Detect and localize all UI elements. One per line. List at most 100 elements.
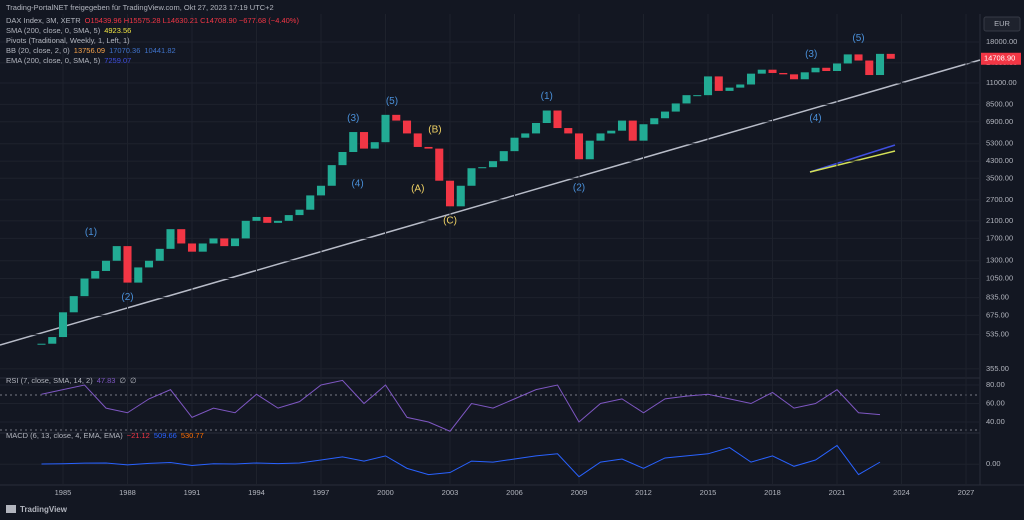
wave-label: (2)	[573, 183, 585, 194]
candle	[123, 246, 132, 283]
candle	[564, 128, 573, 134]
candle	[617, 120, 627, 131]
legend-entry: MACD (6, 13, close, 4, EMA, EMA) −21.12 50…	[6, 431, 204, 440]
candle	[445, 180, 455, 207]
y-tick-label: 835.00	[986, 293, 1009, 302]
x-tick-label: 1988	[119, 488, 136, 497]
y-tick-label: 3500.00	[986, 173, 1013, 182]
candle	[671, 103, 680, 112]
x-tick-label: 1985	[55, 488, 72, 497]
candle	[693, 95, 702, 97]
candle	[91, 270, 100, 279]
wave-label: (3)	[347, 113, 359, 124]
legend-label: RSI (7, close, SMA, 14, 2)	[6, 376, 93, 385]
y-tick-label: 8500.00	[986, 99, 1013, 108]
candle	[822, 67, 831, 71]
candle	[316, 185, 326, 196]
candle	[703, 76, 713, 96]
last-price-label: 14708.90	[984, 54, 1015, 63]
y-tick-label: 4300.00	[986, 156, 1013, 165]
candle	[349, 132, 358, 153]
y-tick-label: 5300.00	[986, 139, 1013, 148]
candle	[58, 312, 68, 338]
candle	[273, 220, 283, 223]
candle	[478, 167, 487, 169]
candle	[682, 95, 691, 104]
wave-label: (1)	[541, 91, 553, 102]
y-tick-label: 2100.00	[986, 216, 1013, 225]
candle	[134, 267, 143, 283]
candle	[370, 142, 379, 149]
candle	[413, 133, 422, 147]
candle	[306, 195, 315, 210]
line	[41, 444, 881, 478]
logo-icon	[6, 505, 16, 513]
candle	[177, 229, 186, 244]
legend-entry: DAX Index, 3M, XETR O15439.96 H15575.28 L…	[6, 16, 299, 25]
candle	[327, 165, 336, 186]
wave-label: (5)	[852, 33, 864, 44]
candle	[854, 54, 863, 61]
wave-label: (C)	[443, 216, 457, 227]
candle	[48, 337, 57, 344]
x-tick-label: 2012	[635, 488, 652, 497]
wave-label: (B)	[428, 124, 441, 135]
x-tick-label: 1994	[248, 488, 265, 497]
legend-label: MACD (6, 13, close, 4, EMA, EMA)	[6, 431, 123, 440]
y-tick-label: 6900.00	[986, 117, 1013, 126]
candle	[488, 161, 498, 168]
wave-label: (2)	[121, 292, 133, 303]
y-tick-label: 355.00	[986, 364, 1009, 373]
legend-value: −21.12	[127, 431, 150, 440]
legend-entry: RSI (7, close, SMA, 14, 2) 47.83 ∅ ∅	[6, 376, 137, 385]
y-tick-label: 2700.00	[986, 195, 1013, 204]
candle	[338, 152, 347, 166]
wave-label: (1)	[85, 227, 97, 238]
y-tick-label: 40.00	[986, 417, 1005, 426]
wave-label: (4)	[351, 179, 363, 190]
candle	[865, 60, 874, 76]
candle	[714, 76, 723, 91]
candle	[402, 120, 412, 134]
candle	[800, 72, 809, 80]
candle	[295, 209, 304, 216]
legend-entry: EMA (200, close, 0, SMA, 5) 7259.07	[6, 56, 131, 65]
candle	[101, 260, 111, 271]
candle	[252, 216, 261, 221]
candle	[628, 120, 637, 141]
candle	[832, 63, 842, 71]
candle	[553, 110, 562, 129]
legend-label: DAX Index, 3M, XETR	[6, 16, 81, 25]
y-tick-label: 80.00	[986, 380, 1005, 389]
wave-label: (4)	[809, 113, 821, 124]
candle	[574, 133, 584, 160]
candle	[542, 110, 551, 124]
candle	[510, 137, 519, 152]
x-tick-label: 2006	[506, 488, 523, 497]
candle	[521, 133, 530, 138]
y-tick-label: 535.00	[986, 330, 1009, 339]
candle	[650, 118, 659, 125]
y-tick-label: 1050.00	[986, 274, 1013, 283]
legend-value: ∅	[119, 376, 126, 385]
candle	[456, 185, 465, 207]
candle	[435, 148, 444, 181]
x-tick-label: 2009	[571, 488, 588, 497]
candle	[112, 246, 121, 261]
legend-label: EMA (200, close, 0, SMA, 5)	[6, 56, 101, 65]
candle	[660, 111, 670, 119]
legend-value: O15439.96 H15575.28 L14630.21 C14708.90 …	[85, 16, 300, 25]
last-price-box	[981, 52, 1021, 65]
candle	[499, 151, 508, 162]
legend-value: 7259.07	[104, 56, 131, 65]
currency-box[interactable]	[983, 16, 1021, 32]
candle	[144, 260, 154, 268]
legend-value: 17070.36	[109, 46, 140, 55]
y-tick-label: 1700.00	[986, 233, 1013, 242]
drawing	[809, 144, 896, 173]
y-tick-label: 0.00	[986, 459, 1001, 468]
legend-value: 509.66	[154, 431, 177, 440]
candle	[198, 243, 207, 252]
candle	[531, 123, 541, 134]
